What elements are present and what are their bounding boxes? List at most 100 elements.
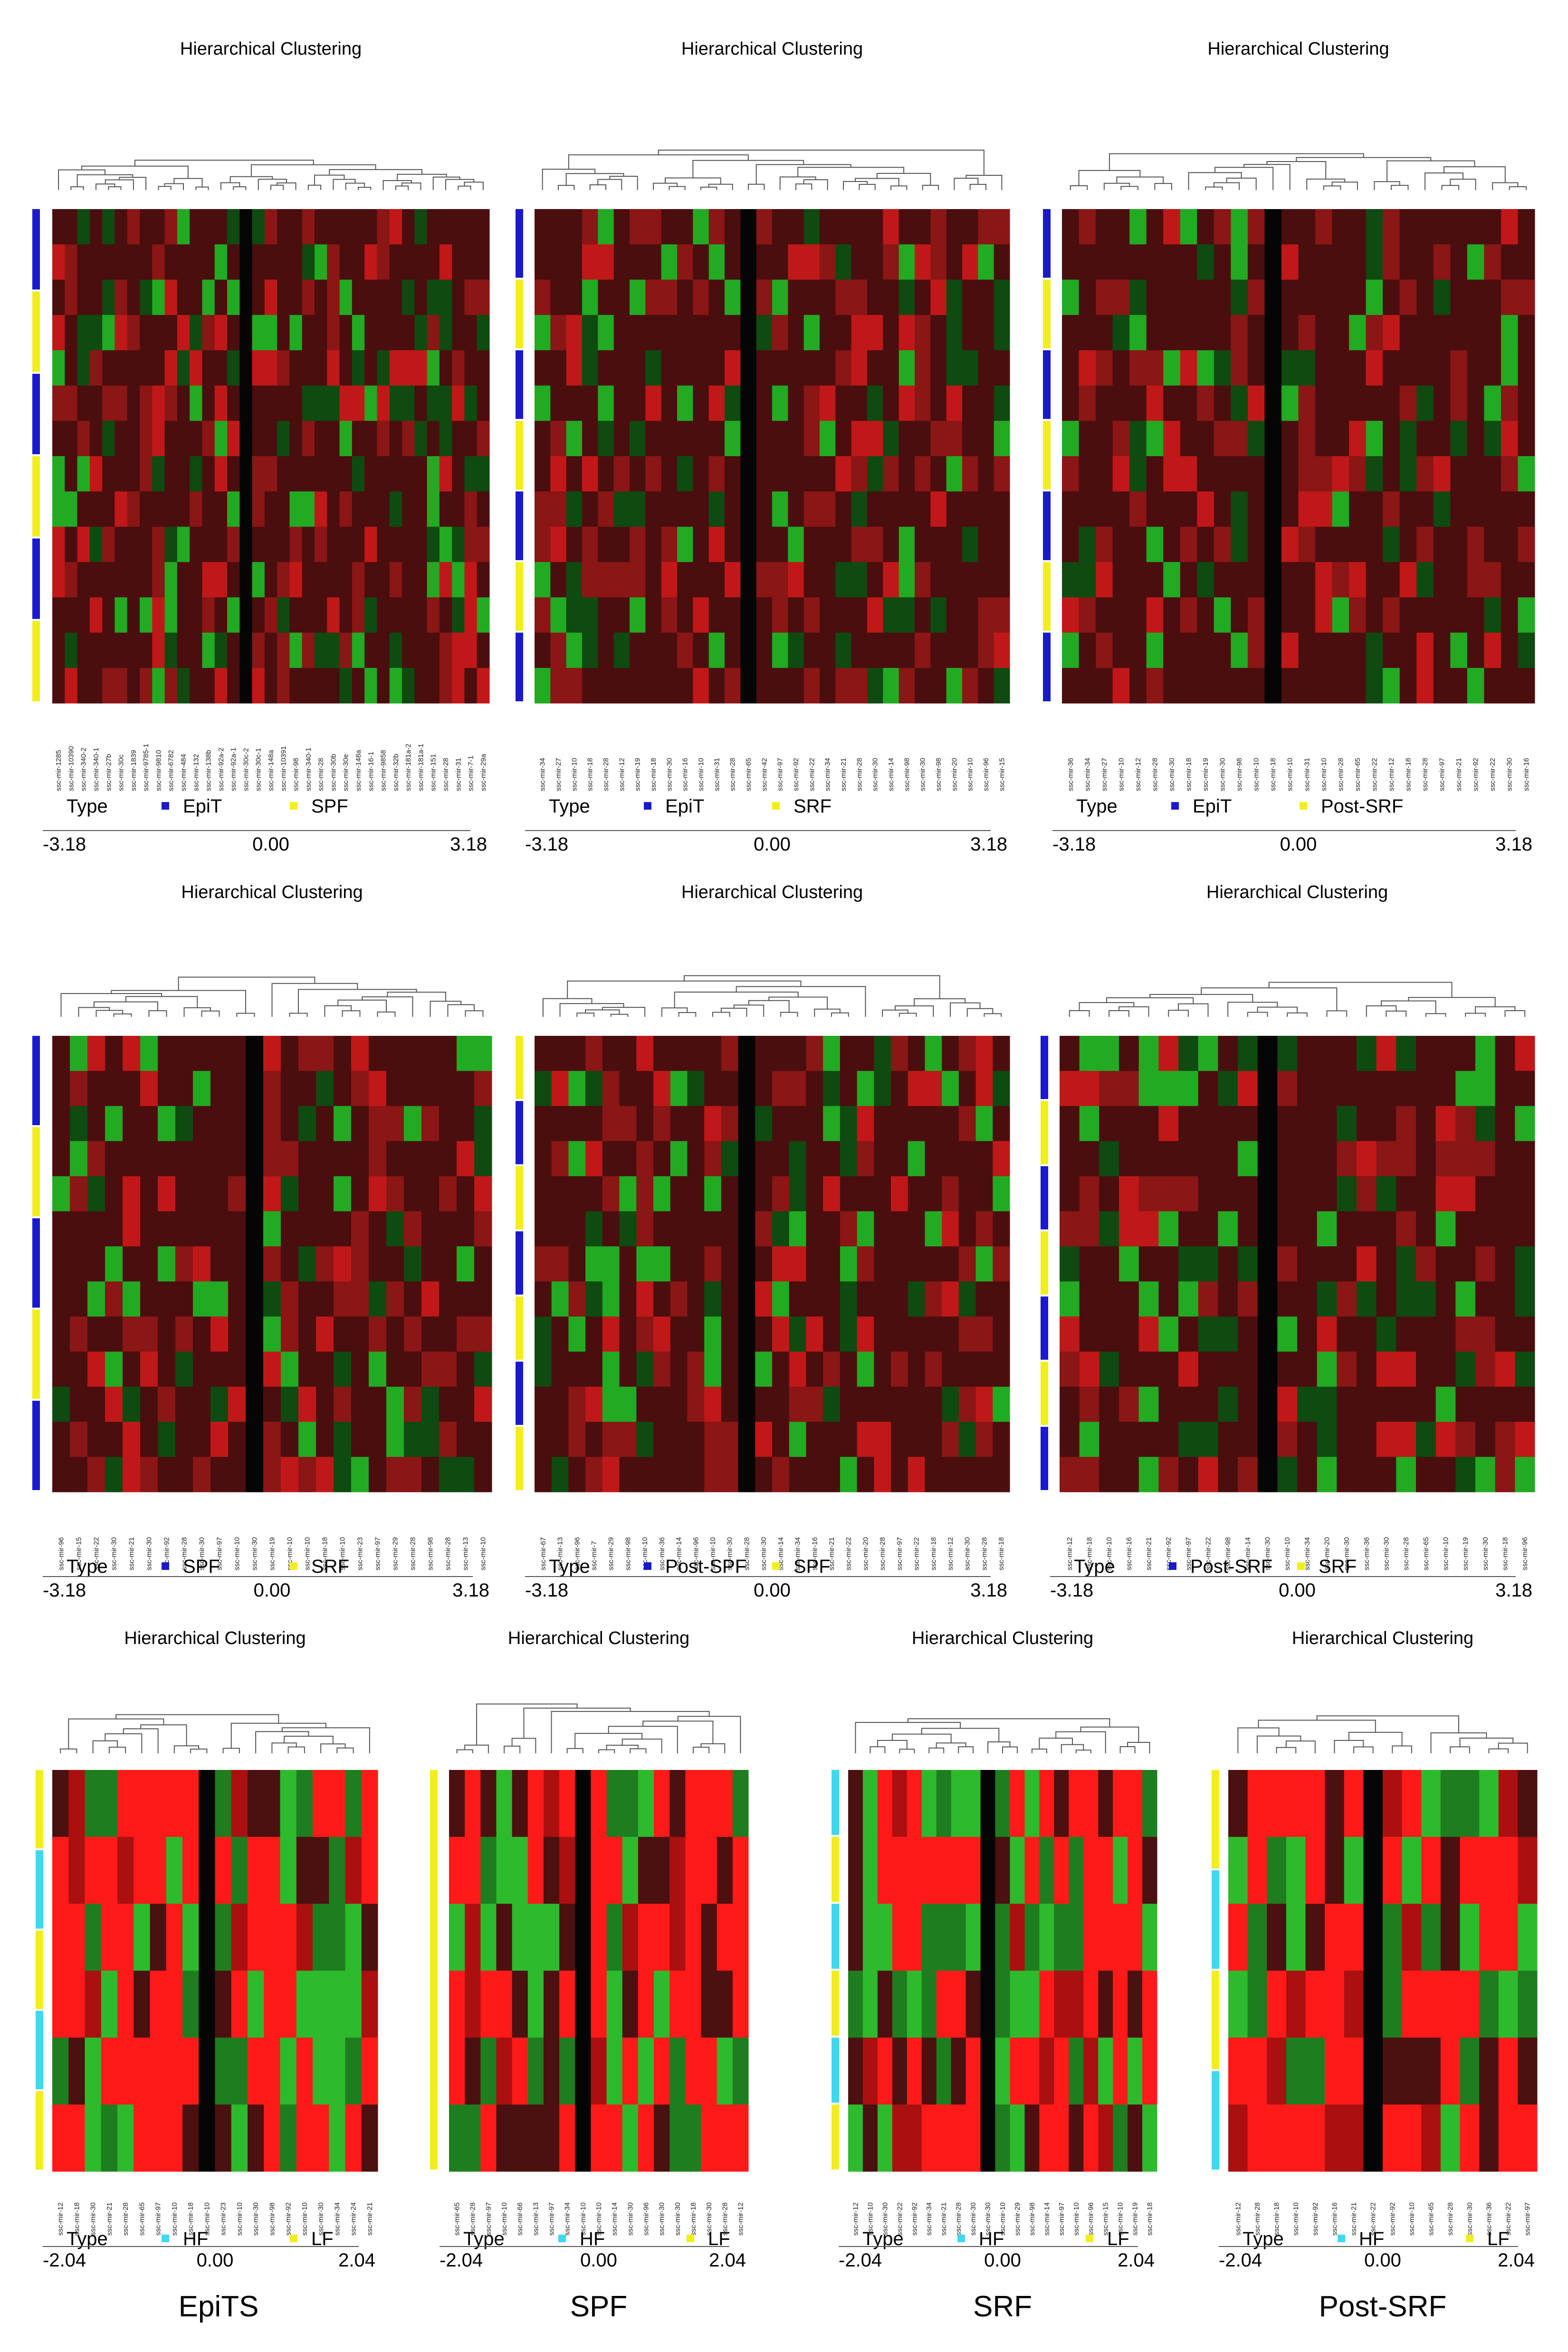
heatmap-cell	[669, 2104, 686, 2172]
heatmap-cell	[1024, 1903, 1040, 1971]
heatmap-cell	[1416, 668, 1434, 704]
heatmap-cell	[661, 668, 678, 704]
column-label: ssc-mir-65	[1422, 1537, 1430, 1570]
heatmap-cell	[1214, 526, 1231, 563]
heatmap-cell	[327, 526, 340, 563]
heatmap-cell	[1079, 1316, 1100, 1352]
heatmap-cell	[1112, 279, 1130, 316]
heatmap-cell	[1112, 209, 1130, 245]
heatmap-cell	[1332, 491, 1349, 527]
heatmap-cell	[1376, 1351, 1396, 1387]
dendrogram-branch	[1119, 1006, 1149, 1017]
heatmap-cell	[1435, 1211, 1456, 1247]
heatmap-cell	[327, 597, 340, 633]
column-label: ssc-mir-10	[203, 2202, 211, 2236]
heatmap-cell	[1277, 1351, 1298, 1387]
heatmap-cell	[193, 1457, 211, 1492]
heatmap-cell	[140, 1422, 158, 1457]
heatmap-cell	[613, 562, 630, 598]
column-label: ssc-mir-98	[935, 758, 943, 791]
heatmap-cell	[899, 456, 915, 492]
heatmap-cell	[1325, 2037, 1345, 2105]
heatmap-cell	[535, 1176, 552, 1212]
heatmap-cell	[1337, 1141, 1357, 1176]
heatmap-cell	[277, 562, 290, 598]
heatmap-cell	[277, 385, 290, 421]
heatmap-cell	[202, 456, 215, 492]
heatmap-cell	[1399, 315, 1417, 351]
heatmap-cell	[1129, 456, 1147, 492]
dendrogram-branch	[236, 1013, 255, 1017]
dendrogram-branch	[1227, 1002, 1278, 1017]
heatmap-cell	[402, 244, 415, 280]
heatmap-cell	[1214, 597, 1231, 633]
heatmap-cell	[190, 562, 202, 598]
heatmap-cell	[70, 1316, 88, 1352]
dendrogram-branch	[958, 1746, 974, 1753]
heatmap-cell	[1383, 1836, 1403, 1904]
dendrogram-branch	[692, 1747, 710, 1753]
heatmap-cell	[942, 1351, 959, 1387]
heatmap-cell	[158, 1351, 176, 1387]
heatmap-cell	[123, 1281, 141, 1317]
heatmap-cell	[942, 1457, 959, 1492]
heatmap-cell	[158, 1141, 176, 1176]
heatmap-cell	[1435, 1316, 1456, 1352]
heatmap-cell	[352, 209, 365, 245]
heatmap-cell	[915, 244, 931, 280]
heatmap-cell	[421, 1386, 440, 1422]
heatmap-cell	[1450, 456, 1468, 492]
heatmap-cell	[1024, 1770, 1040, 1837]
dendrogram-branch	[1444, 166, 1506, 183]
heatmap-cell	[535, 562, 551, 598]
column-label: ssc-mir-22	[845, 1537, 853, 1570]
heatmap-cell	[975, 1071, 993, 1107]
heatmap-cell	[661, 526, 678, 563]
heatmap-cell	[52, 491, 65, 527]
heatmap-cell	[1079, 1281, 1100, 1317]
heatmap-cell	[1399, 491, 1417, 527]
column-label: ssc-mir-96	[982, 758, 990, 791]
heatmap-cell	[377, 562, 390, 598]
heatmap-cell	[1079, 491, 1096, 527]
heatmap-cell	[1349, 315, 1367, 351]
heatmap-cell	[1455, 1457, 1476, 1492]
heatmap-cell	[851, 421, 868, 457]
heatmap-cell	[1163, 421, 1181, 457]
heatmap-cell	[389, 421, 402, 457]
heatmap-cell	[105, 1351, 123, 1387]
legend-swatch	[1171, 802, 1179, 810]
heatmap-cell	[296, 2037, 313, 2105]
dendrogram-branch	[1326, 1010, 1348, 1017]
legend-swatch	[290, 2235, 297, 2242]
heatmap-cell	[740, 421, 757, 457]
heatmap-cell	[190, 209, 202, 245]
heatmap-cell	[835, 385, 852, 421]
heatmap-cell	[653, 1281, 671, 1317]
heatmap-cell	[993, 1386, 1010, 1422]
heatmap-cell	[239, 279, 253, 316]
chart-title: Hierarchical Clustering	[180, 39, 362, 59]
heatmap-cell	[908, 1141, 925, 1176]
heatmap-cell	[239, 562, 253, 598]
type-label: Type	[862, 2228, 904, 2249]
scale-max: 3.18	[1495, 834, 1532, 855]
heatmap-cell	[772, 1457, 790, 1492]
heatmap-cell	[891, 1316, 908, 1352]
heatmap-cell	[1257, 1246, 1278, 1282]
heatmap-cell	[975, 1036, 993, 1071]
heatmap-cell	[543, 2037, 560, 2105]
heatmap-cell	[1484, 279, 1501, 316]
heatmap-cell	[1060, 1176, 1080, 1212]
column-label: ssc-mir-10	[304, 1537, 312, 1570]
heatmap-cell	[281, 1316, 299, 1352]
heatmap-cell	[452, 526, 465, 563]
heatmap-cell	[263, 1211, 281, 1247]
heatmap-cell	[175, 1106, 193, 1142]
heatmap-cell	[449, 1770, 465, 1837]
column-label: ssc-mir-30	[1482, 1537, 1490, 1570]
heatmap-cell	[1515, 1141, 1535, 1176]
heatmap-cell	[1349, 385, 1367, 421]
heatmap-cell	[677, 209, 693, 245]
heatmap-cell	[677, 350, 693, 386]
